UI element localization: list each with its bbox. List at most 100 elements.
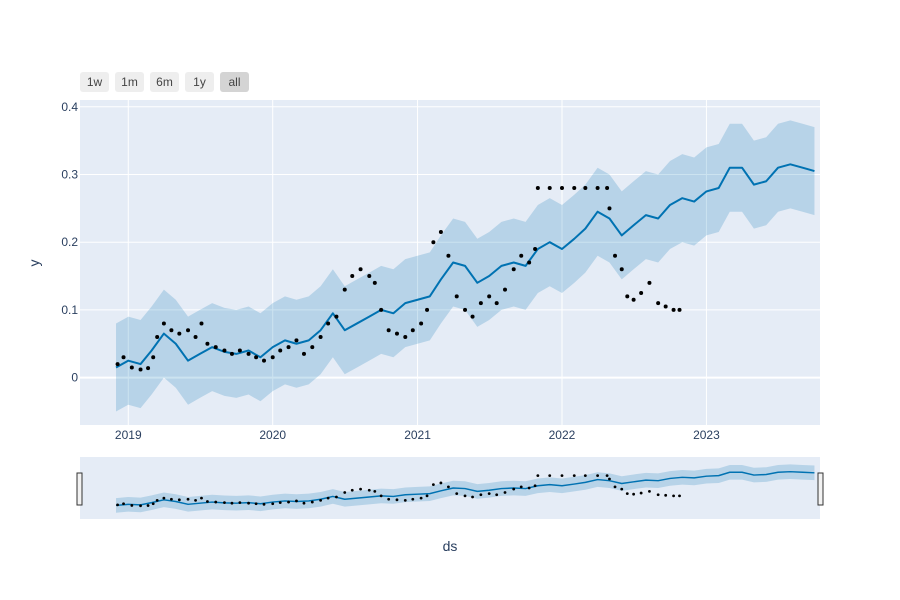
main-actual-point <box>446 253 451 258</box>
main-actual-point <box>237 348 242 353</box>
main-actual-point <box>478 301 483 306</box>
x-tick-label: 2022 <box>549 428 576 442</box>
main-actual-point <box>463 307 468 312</box>
slider-actual-point <box>548 474 552 478</box>
main-actual-point <box>318 334 323 339</box>
range-button-all[interactable]: all <box>220 72 249 92</box>
main-actual-point <box>631 297 636 302</box>
range-slider-right-handle[interactable] <box>817 472 824 506</box>
main-actual-point <box>619 267 624 272</box>
x-tick-label: 2023 <box>693 428 720 442</box>
slider-actual-point <box>613 485 617 489</box>
main-actual-point <box>677 307 682 312</box>
slider-actual-point <box>194 498 197 502</box>
slider-actual-point <box>455 492 459 496</box>
main-actual-point <box>487 294 492 299</box>
y-tick-label: 0.4 <box>61 100 78 114</box>
main-actual-point <box>326 321 331 326</box>
x-tick-label: 2020 <box>259 428 286 442</box>
main-actual-point <box>394 331 399 336</box>
y-tick-label: 0.1 <box>61 303 78 317</box>
slider-actual-point <box>238 501 242 505</box>
slider-actual-point <box>503 491 507 494</box>
main-actual-point <box>301 351 306 356</box>
slider-actual-point <box>431 483 435 487</box>
slider-actual-point <box>343 491 347 494</box>
main-actual-point <box>358 267 363 272</box>
slider-actual-point <box>487 492 491 496</box>
slider-actual-point <box>519 485 523 489</box>
main-actual-point <box>379 307 384 312</box>
slider-actual-point <box>326 496 330 500</box>
main-actual-point <box>129 365 134 370</box>
slider-actual-point <box>223 501 226 505</box>
main-actual-point <box>186 328 191 333</box>
slider-actual-point <box>254 502 258 506</box>
main-actual-point <box>205 341 210 346</box>
slider-actual-point <box>411 497 415 501</box>
main-actual-point <box>222 348 227 353</box>
main-actual-point <box>286 345 291 350</box>
slider-actual-point <box>572 474 576 478</box>
slider-actual-point <box>146 504 150 507</box>
slider-actual-point <box>471 495 474 499</box>
main-actual-point <box>503 287 508 292</box>
main-actual-point <box>403 334 408 339</box>
slider-actual-point <box>664 493 668 497</box>
range-slider-traces <box>115 464 815 513</box>
main-actual-point <box>595 186 600 191</box>
main-actual-point <box>671 307 676 312</box>
slider-actual-point <box>230 501 234 505</box>
main-actual-point <box>177 331 182 336</box>
range-button-1y[interactable]: 1y <box>185 72 214 92</box>
slider-actual-point <box>278 501 282 505</box>
slider-actual-point <box>560 474 564 478</box>
slider-actual-point <box>200 496 203 500</box>
main-actual-point <box>155 334 160 339</box>
slider-actual-point <box>335 495 338 499</box>
y-tick-label: 0.3 <box>61 167 78 181</box>
main-actual-point <box>121 355 126 360</box>
slider-actual-point <box>596 474 600 478</box>
x-tick-label: 2021 <box>404 428 431 442</box>
main-actual-point <box>547 186 552 191</box>
slider-actual-point <box>656 493 660 497</box>
range-button-6m[interactable]: 6m <box>150 72 179 92</box>
slider-actual-point <box>379 494 383 498</box>
slider-actual-point <box>170 497 173 501</box>
x-axis-title: ds <box>443 538 458 554</box>
slider-actual-point <box>206 500 209 503</box>
main-actual-point <box>454 294 459 299</box>
slider-actual-point <box>495 493 499 497</box>
slider-actual-point <box>310 500 314 504</box>
slider-actual-point <box>479 493 483 497</box>
slider-actual-point <box>678 494 681 498</box>
slider-actual-point <box>395 498 399 502</box>
slider-actual-point <box>367 488 371 492</box>
slider-actual-point <box>295 499 298 503</box>
range-button-1m[interactable]: 1m <box>115 72 144 92</box>
main-actual-point <box>310 345 315 350</box>
y-tick-label: 0 <box>71 371 78 385</box>
range-slider-left-handle[interactable] <box>76 472 83 506</box>
main-actual-point <box>519 253 524 258</box>
main-actual-point <box>613 253 618 258</box>
main-actual-point <box>625 294 630 299</box>
main-actual-point <box>494 301 499 306</box>
slider-actual-point <box>512 487 516 491</box>
main-actual-point <box>246 351 251 356</box>
slider-actual-point <box>162 496 166 500</box>
main-actual-point <box>559 186 564 191</box>
main-actual-point <box>115 362 120 367</box>
slider-actual-point <box>439 481 443 485</box>
main-actual-point <box>386 328 391 333</box>
main-actual-point <box>262 358 267 363</box>
main-actual-point <box>535 186 540 191</box>
main-plot <box>115 120 815 412</box>
main-actual-point <box>431 240 436 245</box>
main-actual-point <box>656 301 661 306</box>
slider-actual-point <box>177 498 181 502</box>
range-button-1w[interactable]: 1w <box>80 72 109 92</box>
main-actual-point <box>213 345 218 350</box>
plot-area <box>80 100 820 425</box>
